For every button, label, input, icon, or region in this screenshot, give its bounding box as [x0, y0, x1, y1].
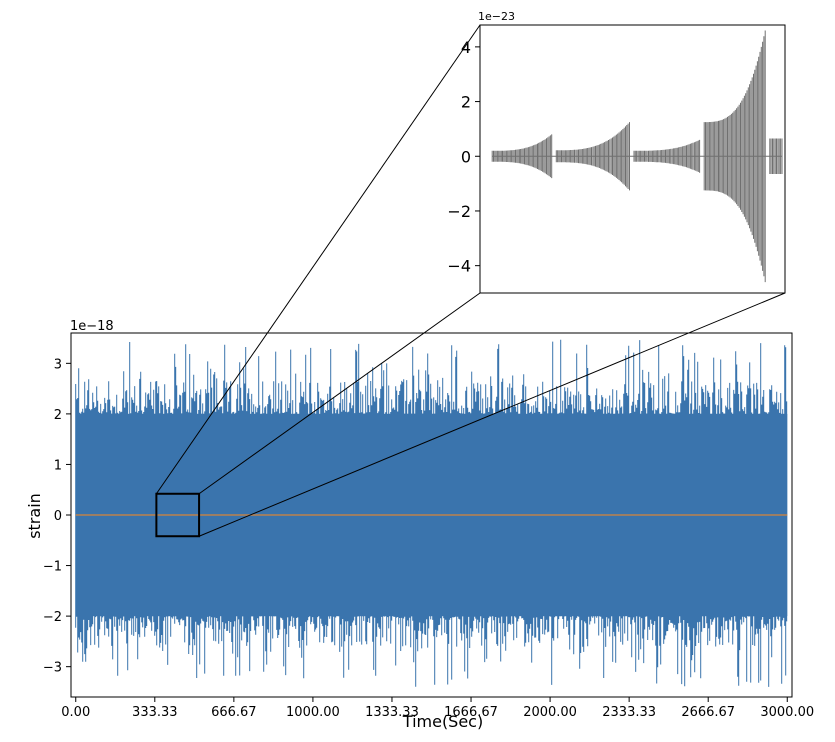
x-tick-label: 1333.33 — [365, 705, 419, 720]
zoom-connector-lines — [155, 24, 786, 537]
y-axis-label: strain — [25, 493, 44, 539]
x-tick-label: 666.67 — [211, 705, 257, 720]
inset-plot-frame — [479, 24, 786, 294]
main-offset-label: 1e−18 — [70, 319, 114, 334]
inset-burst — [633, 139, 701, 173]
main-x-ticks: 0.00 333.33 666.67 1000.00 1333.33 1666.67 200… — [61, 697, 814, 720]
inset-offset-label: 1e−23 — [478, 10, 515, 23]
x-tick-label: 2333.33 — [602, 705, 656, 720]
y-tick-label: 3 — [54, 357, 62, 372]
y-tick-label: −1 — [43, 560, 62, 575]
inset-burst — [703, 30, 766, 283]
y-tick-label: −2 — [43, 610, 62, 625]
x-tick-label: 2000.00 — [523, 705, 577, 720]
inset-y-tick-label: −2 — [447, 202, 471, 221]
x-tick-label: 1666.67 — [444, 705, 498, 720]
inset-y-tick-label: 2 — [461, 93, 471, 112]
inset-y-tick-label: −4 — [447, 257, 471, 276]
main-plot: 0.00 333.33 666.67 1000.00 1333.33 1666.67 200… — [25, 319, 814, 731]
noise-trace — [75, 339, 788, 687]
x-axis-label: Time(Sec) — [402, 712, 483, 731]
x-tick-label: 2666.67 — [681, 705, 735, 720]
x-tick-label: 1000.00 — [286, 705, 340, 720]
connector-line — [198, 292, 786, 537]
inset-burst — [491, 134, 553, 179]
x-tick-label: 333.33 — [132, 705, 178, 720]
inset-y-tick-label: 4 — [461, 38, 471, 57]
y-tick-label: 1 — [54, 458, 62, 473]
main-noise-series — [75, 339, 788, 687]
zoom-box — [155, 492, 201, 538]
inset-burst — [555, 122, 630, 191]
main-y-ticks: −3 −2 −1 0 1 2 3 — [43, 357, 71, 676]
y-tick-label: 2 — [54, 408, 62, 423]
connector-line — [155, 24, 481, 495]
x-tick-label: 3000.00 — [760, 705, 814, 720]
inset-y-tick-label: 0 — [461, 147, 471, 166]
y-tick-label: 0 — [54, 509, 62, 524]
inset-y-ticks: −4 −2 0 2 4 — [447, 38, 480, 276]
inset-burst — [769, 138, 783, 174]
inset-plot: −4 −2 0 2 4 1e−23 — [447, 10, 786, 294]
x-tick-label: 0.00 — [61, 705, 90, 720]
connector-line — [198, 292, 481, 495]
y-tick-label: −3 — [43, 661, 62, 676]
inset-waveform-series — [491, 30, 783, 283]
